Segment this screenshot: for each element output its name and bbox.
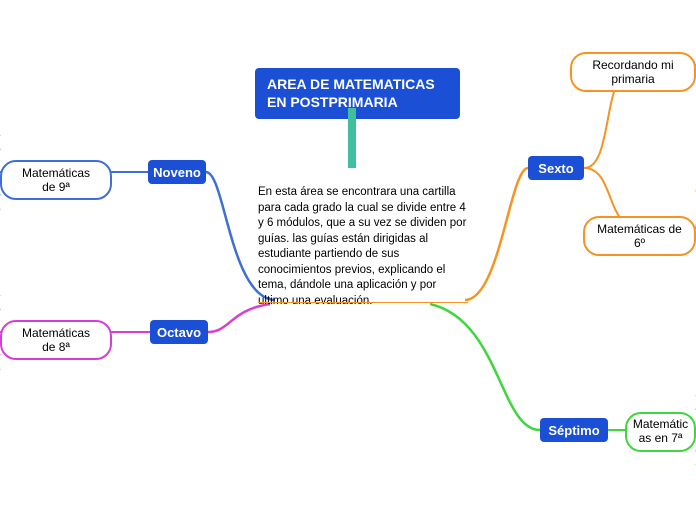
leaf-octavo-a-label: Matemáticas de 8ª	[14, 326, 98, 354]
leaf-sexto-b-label: Matemáticas de 6º	[597, 222, 682, 250]
leaf-octavo-a[interactable]: Matemáticas de 8ª	[0, 320, 112, 360]
branch-septimo[interactable]: Séptimo	[540, 418, 608, 442]
root-description: En esta área se encontrara una cartilla …	[258, 185, 468, 309]
branch-octavo[interactable]: Octavo	[150, 320, 208, 344]
leaf-septimo-a[interactable]: Matemátic as en 7ª	[625, 412, 696, 452]
branch-sexto[interactable]: Sexto	[528, 156, 584, 180]
root-stem	[348, 108, 356, 168]
leaf-septimo-a-label: Matemátic as en 7ª	[633, 418, 688, 446]
branch-septimo-label: Séptimo	[548, 423, 599, 438]
root-description-text: En esta área se encontrara una cartilla …	[258, 186, 466, 307]
leaf-sexto-b[interactable]: Matemáticas de 6º	[583, 216, 696, 256]
branch-noveno[interactable]: Noveno	[148, 160, 206, 184]
description-underline	[258, 302, 468, 303]
branch-sexto-label: Sexto	[538, 161, 573, 176]
leaf-sexto-a-label: Recordando mi primaria	[584, 58, 682, 86]
branch-noveno-label: Noveno	[153, 165, 201, 180]
branch-octavo-label: Octavo	[157, 325, 201, 340]
root-title-text: AREA DE MATEMATICAS EN POSTPRIMARIA	[267, 76, 435, 110]
leaf-sexto-a[interactable]: Recordando mi primaria	[570, 52, 696, 92]
leaf-noveno-a[interactable]: Matemáticas de 9ª	[0, 160, 112, 200]
root-title: AREA DE MATEMATICAS EN POSTPRIMARIA	[255, 68, 460, 119]
leaf-noveno-a-label: Matemáticas de 9ª	[14, 166, 98, 194]
